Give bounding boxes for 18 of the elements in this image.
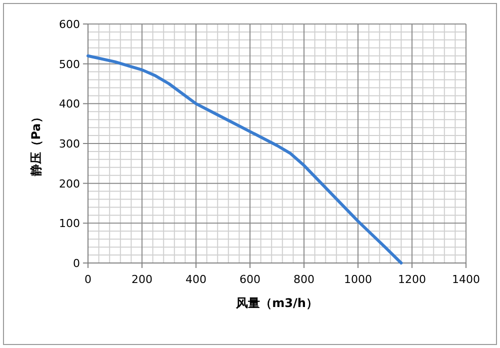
x-tick-label: 0 — [84, 273, 92, 286]
y-tick-label: 200 — [59, 177, 80, 190]
x-tick-label: 1000 — [344, 273, 372, 286]
x-tick-label: 1200 — [398, 273, 426, 286]
x-axis-title: 风量（m3/h） — [235, 296, 318, 310]
x-tick-label: 1400 — [452, 273, 480, 286]
y-axis-title: 静压（Pa） — [29, 111, 43, 177]
line-series — [86, 54, 403, 264]
y-tick-label: 500 — [59, 58, 80, 71]
x-tick-label: 200 — [132, 273, 152, 286]
y-tick-label: 400 — [59, 98, 80, 111]
y-tick-label: 0 — [73, 257, 80, 270]
y-tick-label: 300 — [59, 138, 80, 150]
x-tick-label: 400 — [186, 273, 206, 286]
y-tick-label: 100 — [59, 217, 80, 230]
x-tick-label: 800 — [294, 273, 314, 286]
y-tick-label: 600 — [59, 18, 80, 31]
x-tick-label: 600 — [240, 273, 260, 286]
